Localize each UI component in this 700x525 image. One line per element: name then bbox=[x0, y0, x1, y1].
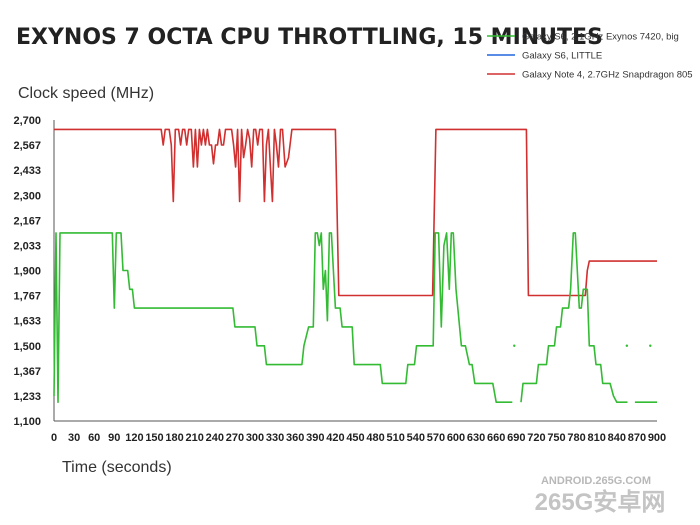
x-tick-label: 360 bbox=[286, 432, 304, 444]
watermark-url: ANDROID.265G.COM bbox=[541, 475, 651, 487]
x-tick-label: 750 bbox=[547, 432, 565, 444]
legend-entry: Galaxy S6, 2.1GHz Exynos 7420, big bbox=[522, 32, 679, 43]
x-tick-label: 900 bbox=[648, 432, 666, 444]
x-tick-label: 180 bbox=[165, 432, 183, 444]
y-tick-label: 2,700 bbox=[13, 115, 41, 127]
legend: Galaxy S6, 2.1GHz Exynos 7420, big Galaxy… bbox=[487, 32, 693, 81]
x-tick-label: 90 bbox=[108, 432, 120, 444]
series-point bbox=[625, 344, 629, 347]
y-tick-label: 1,500 bbox=[13, 341, 41, 353]
x-tick-label: 720 bbox=[527, 432, 545, 444]
series-point bbox=[513, 344, 516, 347]
y-tick-label: 1,633 bbox=[13, 316, 41, 328]
x-tick-label: 450 bbox=[346, 432, 364, 444]
series-line bbox=[520, 232, 628, 404]
x-tick-label: 810 bbox=[588, 432, 606, 444]
x-tick-label: 210 bbox=[186, 432, 204, 444]
chart-title: Exynos 7 Octa CPU throttling, 15 minutes bbox=[16, 25, 603, 50]
y-tick-label: 1,233 bbox=[13, 391, 41, 403]
x-tick-label: 150 bbox=[145, 432, 163, 444]
y-axis-label: Clock speed (MHz) bbox=[18, 85, 154, 102]
x-tick-label: 60 bbox=[88, 432, 100, 444]
x-tick-label: 300 bbox=[246, 432, 264, 444]
x-tick-label: 630 bbox=[467, 432, 485, 444]
y-tick-label: 2,300 bbox=[13, 190, 41, 202]
series-line bbox=[54, 128, 657, 297]
x-tick-label: 780 bbox=[567, 432, 585, 444]
x-tick-label: 660 bbox=[487, 432, 505, 444]
x-tick-label: 510 bbox=[387, 432, 405, 444]
x-tick-label: 120 bbox=[125, 432, 143, 444]
x-tick-label: 570 bbox=[427, 432, 445, 444]
x-tick-label: 270 bbox=[226, 432, 244, 444]
legend-entry: Galaxy Note 4, 2.7GHz Snapdragon 805 bbox=[522, 70, 693, 81]
x-tick-label: 30 bbox=[68, 432, 80, 444]
axes: 0 30 60 90 120 150 180 210 240 270 300 330 360 390 420… bbox=[13, 115, 666, 444]
x-tick-label: 240 bbox=[206, 432, 224, 444]
x-tick-label: 840 bbox=[608, 432, 626, 444]
y-tick-label: 2,167 bbox=[13, 215, 41, 227]
x-tick-label: 330 bbox=[266, 432, 284, 444]
y-tick-label: 2,033 bbox=[13, 240, 41, 252]
series-layer bbox=[53, 128, 657, 404]
y-tick-label: 1,100 bbox=[13, 416, 41, 428]
watermark-logo: 265G安卓网 bbox=[535, 488, 666, 516]
y-tick-label: 1,900 bbox=[13, 266, 41, 278]
series-line bbox=[53, 232, 513, 404]
x-tick-label: 390 bbox=[306, 432, 324, 444]
watermark: ANDROID.265G.COM 265G安卓网 bbox=[535, 475, 666, 516]
y-tick-label: 2,567 bbox=[13, 140, 41, 152]
x-axis-label: Time (seconds) bbox=[62, 459, 172, 476]
x-tick-label: 0 bbox=[51, 432, 57, 444]
y-tick-label: 1,767 bbox=[13, 291, 41, 303]
y-tick-label: 1,367 bbox=[13, 366, 41, 378]
x-tick-label: 420 bbox=[326, 432, 344, 444]
series-point bbox=[649, 344, 652, 347]
x-tick-label: 480 bbox=[366, 432, 384, 444]
y-tick-label: 2,433 bbox=[13, 165, 41, 177]
x-tick-label: 870 bbox=[628, 432, 646, 444]
legend-entry: Galaxy S6, LITTLE bbox=[522, 51, 602, 62]
x-tick-label: 540 bbox=[407, 432, 425, 444]
x-tick-label: 600 bbox=[447, 432, 465, 444]
x-tick-label: 690 bbox=[507, 432, 525, 444]
